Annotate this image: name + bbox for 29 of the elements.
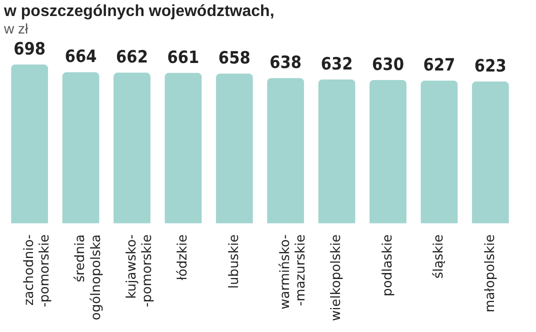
x-tick-label: łódzkie [176,234,191,280]
bar [114,72,150,224]
data-label: 698 [14,39,46,60]
data-label: 623 [474,56,506,76]
x-tick-label: śląskie [432,234,447,279]
data-label: 630 [372,54,404,75]
x-tick-label: zachodnio- -pomorskie [22,234,53,308]
data-label: 658 [218,48,250,68]
bar [472,82,509,224]
bar [62,72,100,224]
bar [216,74,253,224]
x-tick-label: małopolskie [482,234,498,312]
bar [11,64,48,224]
bar [370,80,406,224]
chart-title: w poszczególnych województwach, [3,3,274,20]
bar [267,78,304,224]
chart-subtitle: w zł [3,20,29,36]
bar [318,79,356,224]
x-tick-label: wielkopolskie [329,234,344,322]
data-label: 664 [64,47,97,68]
x-tick-label: lubuskie [226,234,242,289]
data-label: 632 [320,54,353,74]
data-label: 661 [167,48,200,68]
x-tick-label: podlaskie [380,234,396,296]
data-label: 627 [423,56,456,76]
data-label: 638 [270,53,302,74]
bar [420,80,458,224]
data-label: 662 [116,48,148,68]
bar [164,72,202,224]
